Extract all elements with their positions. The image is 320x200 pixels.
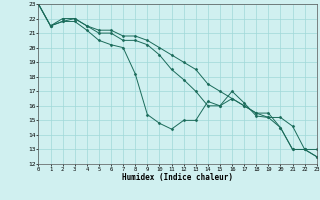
X-axis label: Humidex (Indice chaleur): Humidex (Indice chaleur) (122, 173, 233, 182)
